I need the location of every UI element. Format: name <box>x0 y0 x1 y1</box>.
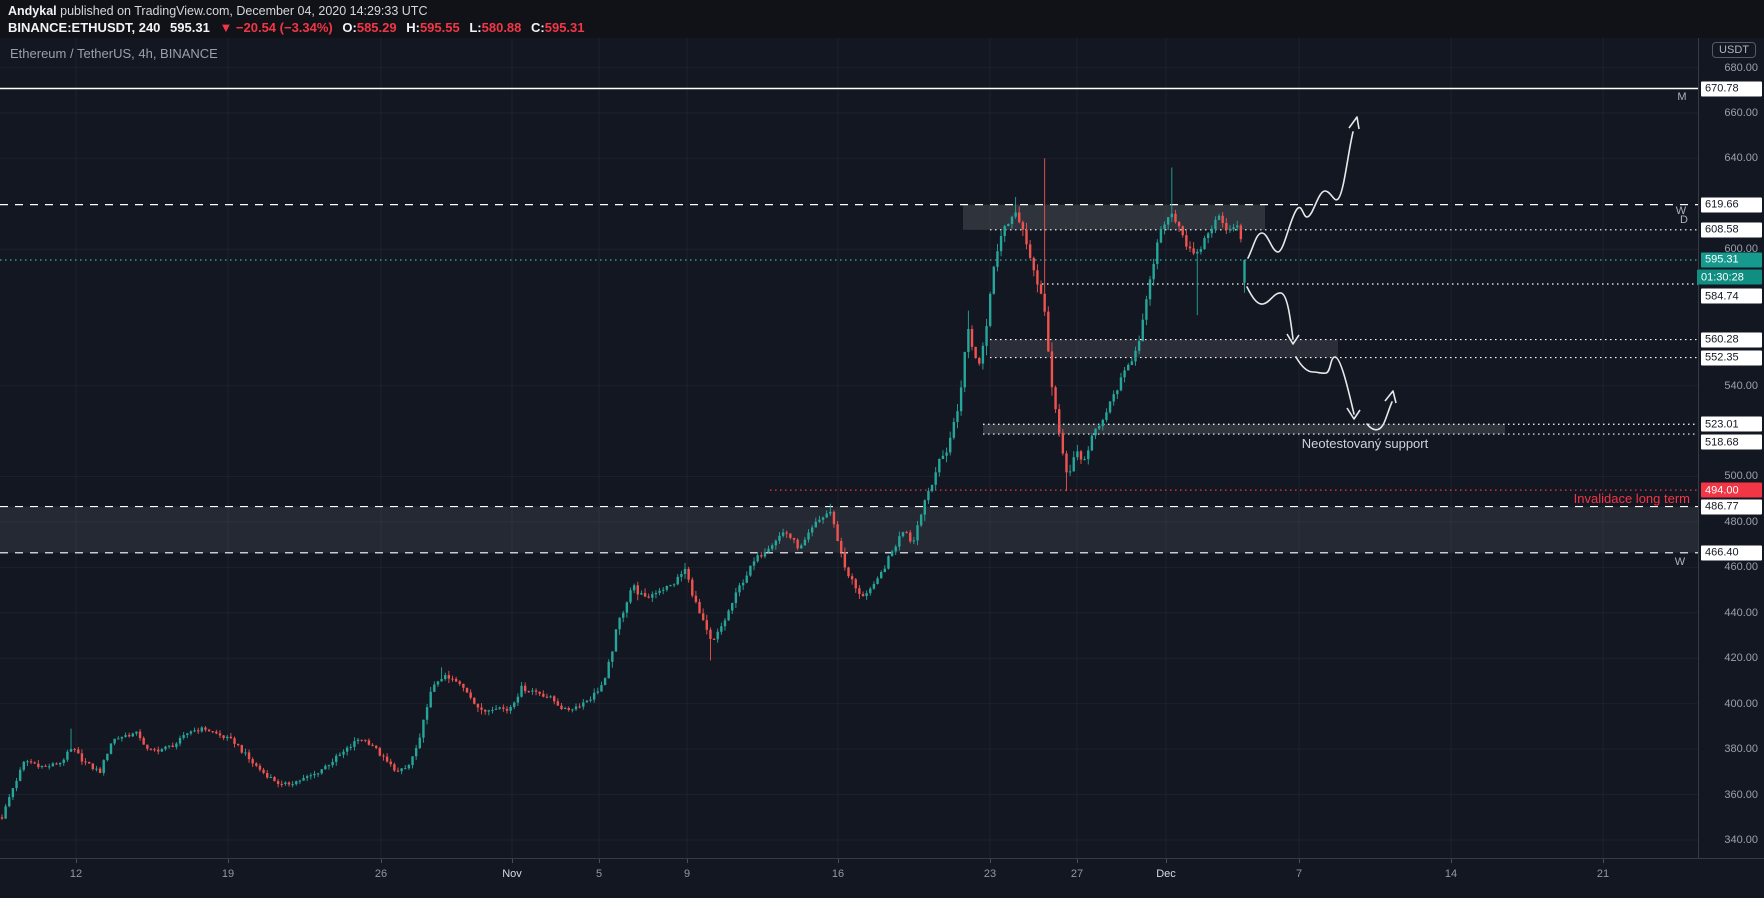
price-tick-640: 640.00 <box>1724 152 1758 165</box>
symbol-ohlc-row: BINANCE:ETHUSDT, 240 595.31 ▼ −20.54 (−3… <box>8 19 1764 37</box>
time-tick-mark <box>838 859 839 863</box>
time-tick-mark <box>381 859 382 863</box>
price-level-label-560.28[interactable]: 560.28 <box>1701 332 1762 348</box>
time-tick-23: 23 <box>983 868 997 880</box>
support-annotation[interactable]: Neotestovaný support <box>1301 436 1429 451</box>
price-tick-660: 660.00 <box>1724 107 1758 119</box>
pivot-marker-W: W <box>1674 556 1686 568</box>
price-level-label-518.68[interactable]: 518.68 <box>1701 434 1762 450</box>
price-change: ▼ −20.54 (−3.34%) <box>219 20 333 35</box>
time-tick-mark <box>1166 859 1167 863</box>
time-tick-19: 19 <box>221 868 235 880</box>
price-tick-680: 680.00 <box>1724 61 1758 74</box>
open-label: O: <box>342 20 357 35</box>
time-tick-16: 16 <box>831 868 845 880</box>
time-tick-mark <box>512 859 513 863</box>
scenario-down-arrow-1[interactable] <box>1246 286 1294 340</box>
price-tick-360: 360.00 <box>1724 788 1758 801</box>
symbol-name: BINANCE:ETHUSDT, 240 <box>8 20 161 35</box>
low-value: 580.88 <box>481 20 522 35</box>
scenario-down-arrow-2[interactable] <box>1295 356 1355 415</box>
price-tick-440: 440.00 <box>1724 606 1758 619</box>
price-level-label-486.77[interactable]: 486.77 <box>1701 499 1762 515</box>
scenario-down-arrow-2-head <box>1346 407 1361 420</box>
zone-560-552[interactable] <box>990 339 1338 358</box>
price-level-label-670.78[interactable]: 670.78 <box>1701 81 1762 96</box>
scenario-up-arrow-2-head <box>1384 390 1397 404</box>
price-level-label-595.31[interactable]: 595.31 <box>1701 252 1762 268</box>
publication-byline: Andykal published on TradingView.com, De… <box>8 3 1764 19</box>
time-tick-mark <box>687 859 688 863</box>
invalidation-annotation[interactable]: Invalidace long term <box>1573 491 1690 506</box>
time-tick-mark <box>76 859 77 863</box>
time-tick-Dec: Dec <box>1156 868 1176 880</box>
bar-countdown-label: 01:30:28 <box>1697 269 1762 285</box>
pivot-marker-D: D <box>1680 214 1688 226</box>
time-tick-mark <box>1299 859 1300 863</box>
price-axis[interactable]: USDT 680.00 660.00 640.00 600.00 540.00 500.0… <box>1697 38 1764 858</box>
time-tick-mark <box>1451 859 1452 863</box>
publication-header: Andykal published on TradingView.com, De… <box>0 0 1764 38</box>
price-tick-380: 380.00 <box>1724 743 1758 756</box>
price-level-label-608.58[interactable]: 608.58 <box>1701 222 1762 238</box>
price-tick-420: 420.00 <box>1724 652 1758 665</box>
time-tick-27: 27 <box>1070 868 1084 880</box>
scenario-up-arrow[interactable] <box>1247 131 1354 259</box>
price-level-label-494.00[interactable]: 494.00 <box>1701 482 1762 498</box>
author-name: Andykal <box>8 4 57 18</box>
close-value: 595.31 <box>544 20 585 35</box>
time-tick-mark <box>599 859 600 863</box>
high-label: H: <box>406 20 420 35</box>
time-tick-Nov: Nov <box>502 868 522 880</box>
price-tick-460: 460.00 <box>1724 561 1758 574</box>
scenario-up-arrow-head <box>1348 116 1360 130</box>
price-level-label-523.01[interactable]: 523.01 <box>1701 416 1762 432</box>
price-tick-400: 400.00 <box>1724 697 1758 710</box>
price-tick-500: 500.00 <box>1724 470 1758 483</box>
low-label: L: <box>469 20 482 35</box>
time-tick-mark <box>1077 859 1078 863</box>
time-tick-7: 7 <box>1295 868 1303 880</box>
price-level-label-552.35[interactable]: 552.35 <box>1701 350 1762 366</box>
time-tick-26: 26 <box>374 868 388 880</box>
time-tick-9: 9 <box>683 868 691 880</box>
zone-486-466[interactable] <box>0 506 1698 553</box>
price-level-label-466.40[interactable]: 466.40 <box>1701 545 1762 561</box>
price-tick-340: 340.00 <box>1724 833 1758 846</box>
time-tick-5: 5 <box>595 868 603 880</box>
price-tick-540: 540.00 <box>1724 379 1758 392</box>
last-price: 595.31 <box>170 20 210 35</box>
scenario-up-arrow-2[interactable] <box>1366 401 1393 431</box>
price-tick-600: 600.00 <box>1724 243 1758 256</box>
time-axis[interactable]: 12 19 26 Nov 5 9 16 23 27 Dec 7 14 21 <box>0 858 1764 898</box>
publication-info: published on TradingView.com, December 0… <box>56 4 428 18</box>
chart-title: Ethereum / TetherUS, 4h, BINANCE <box>10 46 218 61</box>
price-level-label-619.66[interactable]: 619.66 <box>1701 197 1762 213</box>
time-tick-mark <box>1603 859 1604 863</box>
price-tick-480: 480.00 <box>1724 515 1758 528</box>
time-tick-14: 14 <box>1444 868 1458 880</box>
time-tick-21: 21 <box>1596 868 1610 880</box>
time-tick-mark <box>990 859 991 863</box>
high-value: 595.55 <box>419 20 460 35</box>
pivot-marker-M: M <box>1677 91 1687 103</box>
pivot-marker-W: W <box>1675 205 1687 217</box>
zone-523-518[interactable] <box>983 424 1505 435</box>
time-tick-mark <box>228 859 229 863</box>
time-tick-12: 12 <box>69 868 83 880</box>
scenario-down-arrow-1-head <box>1286 333 1300 345</box>
close-label: C: <box>531 20 545 35</box>
currency-badge[interactable]: USDT <box>1712 42 1756 58</box>
candles <box>1 158 1245 820</box>
open-value: 585.29 <box>356 20 397 35</box>
price-level-label-584.74[interactable]: 584.74 <box>1701 288 1762 304</box>
